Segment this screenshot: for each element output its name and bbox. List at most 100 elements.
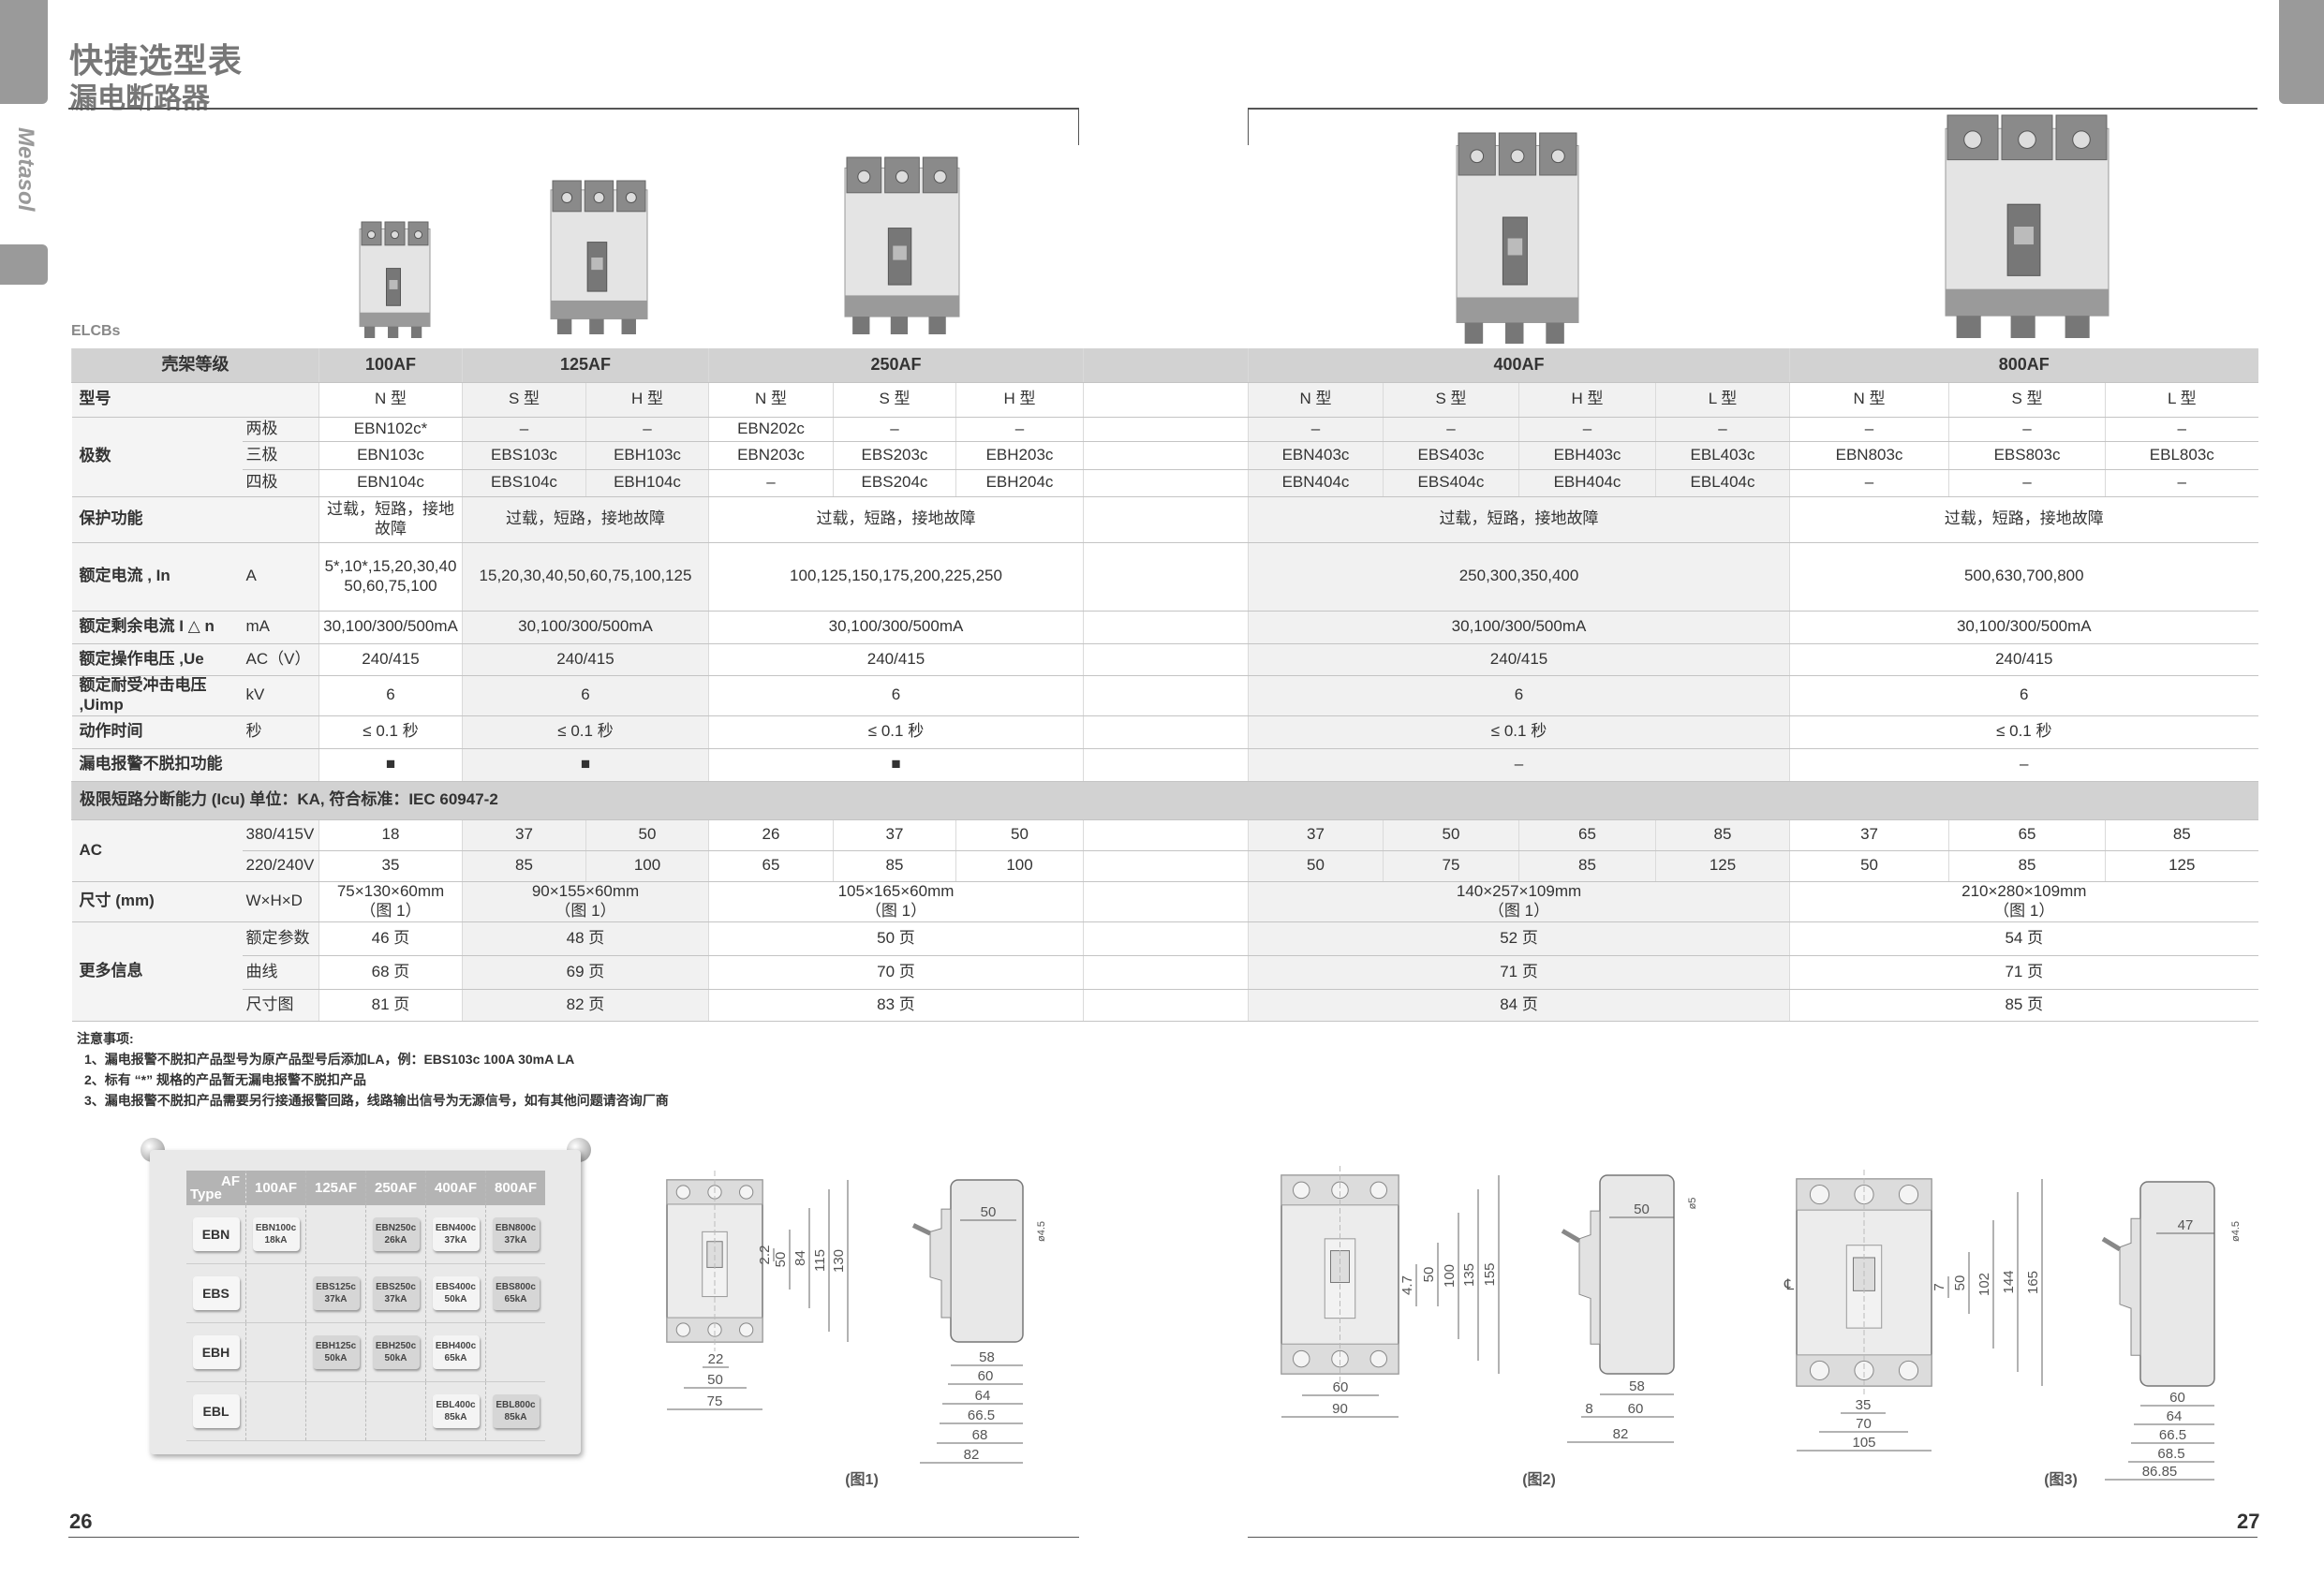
type-header: N 型 (708, 382, 834, 418)
terminal-screw (414, 230, 422, 240)
row-sublabel: 三极 (242, 441, 319, 470)
terminal-hole (1293, 1349, 1310, 1368)
value-cell: – (708, 469, 834, 497)
value-cell: EBH203c (955, 441, 1084, 470)
breaker-base (360, 312, 430, 327)
value-cell: 125 (1654, 850, 1790, 882)
value-cell: 240/415 (462, 643, 709, 676)
terminal-hole (1293, 1181, 1310, 1200)
selector-cell (245, 1381, 306, 1441)
type-header: H 型 (955, 382, 1084, 418)
dimension-label: 50 (707, 1372, 723, 1388)
terminal-leg (928, 313, 946, 334)
value-cell: EBL403c (1654, 441, 1790, 470)
selector-cell: EBS250c 37kA (365, 1263, 426, 1323)
value-cell: 71 页 (1247, 955, 1790, 990)
handle-lever (911, 1223, 932, 1236)
side-tab-top (0, 0, 48, 104)
spacer-cell (1083, 989, 1249, 1022)
figure-caption: (图1) (845, 1471, 879, 1488)
terminal-cover (2001, 114, 2053, 161)
type-header: H 型 (585, 382, 709, 418)
terminal-screw (895, 169, 910, 184)
terminal-screw (1470, 149, 1485, 164)
model-chip: EBN800c 37kA (492, 1217, 540, 1251)
value-cell: – (1948, 469, 2106, 497)
type-chip: EBS (192, 1276, 240, 1310)
dimension-label: 100 (1442, 1264, 1458, 1288)
value-cell: – (585, 417, 709, 442)
value-text: 71 页 (2005, 962, 2044, 980)
note-item: 1、漏电报警不脱扣产品型号为原产品型号后添加LA，例：EBS103c 100A … (84, 1052, 575, 1067)
value-cell: 100,125,150,175,200,225,250 (708, 542, 1084, 612)
selector-cell: EBS125c 37kA (305, 1263, 366, 1323)
value-cell: – (1383, 417, 1519, 442)
terminal-cover (884, 156, 920, 194)
brand-logo: Metasol (13, 127, 38, 213)
model-name: EBH125c (315, 1341, 357, 1351)
value-text: 30,100/300/500mA (323, 617, 458, 636)
selector-cell (485, 1322, 545, 1382)
value-cell: 500,630,700,800 (1789, 542, 2258, 612)
value-text: 46 页 (371, 928, 410, 947)
value-cell: 54 页 (1789, 921, 2258, 956)
dimension-label: 75 (707, 1393, 723, 1409)
value-text: 30,100/300/500mA (828, 617, 964, 636)
terminal-leg (364, 324, 376, 338)
value-text: 6 (581, 685, 590, 704)
breaker-product-image (844, 156, 960, 334)
value-cell: ■ (462, 748, 709, 782)
value-text: 240/415 (1995, 649, 2053, 668)
value-cell: 100 (955, 850, 1084, 882)
model-chip: EBL800c 85kA (492, 1394, 540, 1428)
row-label: 额定耐受冲击电压 ,Uimp (71, 675, 243, 716)
terminal-hole (707, 1322, 722, 1337)
terminal-leg (852, 313, 870, 334)
dimension-label: 50 (773, 1252, 789, 1268)
value-cell: 250,300,350,400 (1247, 542, 1790, 612)
value-cell: 105×165×60mm （图 1） (708, 881, 1084, 922)
model-name: EBN250c (375, 1223, 417, 1233)
dimension-label: 50 (1421, 1267, 1437, 1283)
value-text: 48 页 (566, 928, 605, 947)
poles-row: 三极 EBN103c EBS103c EBH103c EBN203c EBS203c EBH… (72, 441, 2258, 470)
dimension-label: 7 (1932, 1283, 1947, 1290)
value-cell: – (833, 417, 956, 442)
corner-cell: AF Type (186, 1171, 246, 1205)
handle-grip (1507, 238, 1523, 256)
selector-cell: EBN100c 18kA (245, 1205, 306, 1264)
model-chip: EBN250c 26kA (372, 1217, 420, 1251)
front-view-drawing (1280, 1166, 1399, 1383)
dimension-label: 90 (1332, 1401, 1348, 1417)
value-text: 过载，短路，接地故障 (327, 500, 454, 538)
value-cell: 52 页 (1247, 921, 1790, 956)
bottom-terminals (1796, 1354, 1932, 1387)
row-unit: kV (242, 675, 319, 716)
value-cell: EBN104c (318, 469, 463, 497)
value-cell: 65 (1518, 819, 1656, 851)
value-cell: 过载，短路，接地故障 (708, 496, 1084, 543)
value-cell: 65 (708, 850, 834, 882)
handle-grip (591, 258, 603, 271)
selector-cell: EBL800c 85kA (485, 1381, 545, 1441)
dimension-label: ø4.5 (2230, 1221, 2242, 1242)
selector-cell (305, 1381, 366, 1441)
breaker-product-image (1945, 114, 2109, 338)
terminal-screw (593, 192, 605, 204)
dimension-label: 105 (1852, 1435, 1875, 1451)
dimension-label: 60 (978, 1368, 994, 1384)
value-text: 过载，短路，接地故障 (1944, 509, 2104, 528)
terminal-leg (589, 316, 604, 334)
value-cell: 69 页 (462, 955, 709, 990)
value-text: 68 页 (371, 962, 410, 980)
handle-lever (2101, 1236, 2122, 1252)
dimensions-row: 尺寸 (mm) W×H×D 75×130×60mm （图 1） 90×155×60mm （… (71, 881, 2258, 922)
value-text: ≤ 0.1 秒 (1490, 722, 1547, 741)
dimension-label: ø5 (1687, 1198, 1698, 1210)
value-cell: 240/415 (318, 643, 463, 676)
value-cell: 过载，短路，接地故障 (1789, 496, 2258, 543)
dimension-label: 130 (831, 1249, 847, 1273)
value-cell: 6 (318, 675, 463, 716)
value-text: 6 (2020, 685, 2029, 704)
